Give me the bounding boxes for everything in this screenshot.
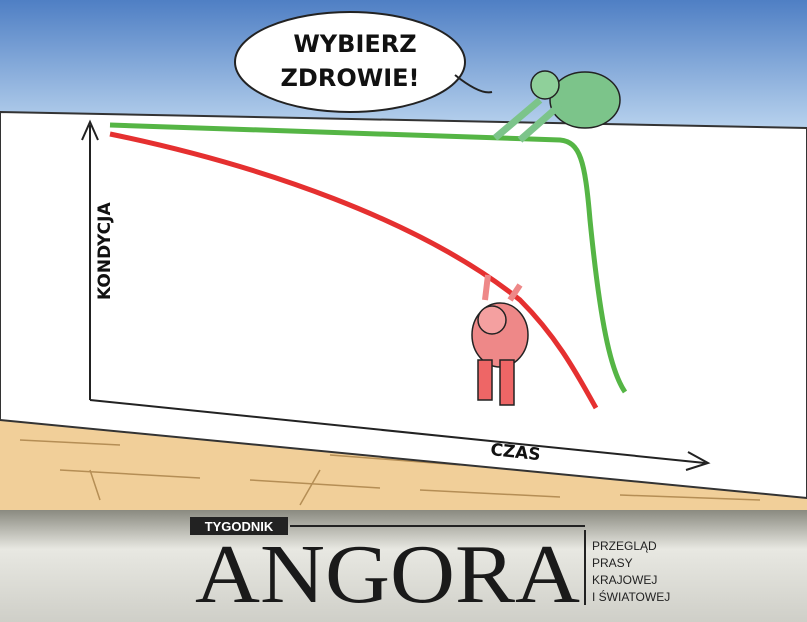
speech-bubble	[235, 12, 465, 112]
speech-line: WYBIERZ	[293, 30, 416, 58]
y-axis-label: KONDYCJA	[95, 202, 115, 300]
subtitle-line: I ŚWIATOWEJ	[592, 589, 670, 604]
speech-line: ZDROWIE!	[281, 64, 420, 92]
cartoon: KONDYCJA CZAS WYBIERZ ZDROWIE! TYGODNIK …	[0, 0, 807, 622]
subtitle-line: PRASY	[592, 556, 633, 570]
subtitle-line: KRAJOWEJ	[592, 573, 657, 587]
page: KONDYCJA CZAS WYBIERZ ZDROWIE! TYGODNIK …	[0, 0, 807, 622]
masthead-title: ANGORA	[195, 528, 580, 621]
subtitle-line: PRZEGLĄD	[592, 539, 657, 553]
